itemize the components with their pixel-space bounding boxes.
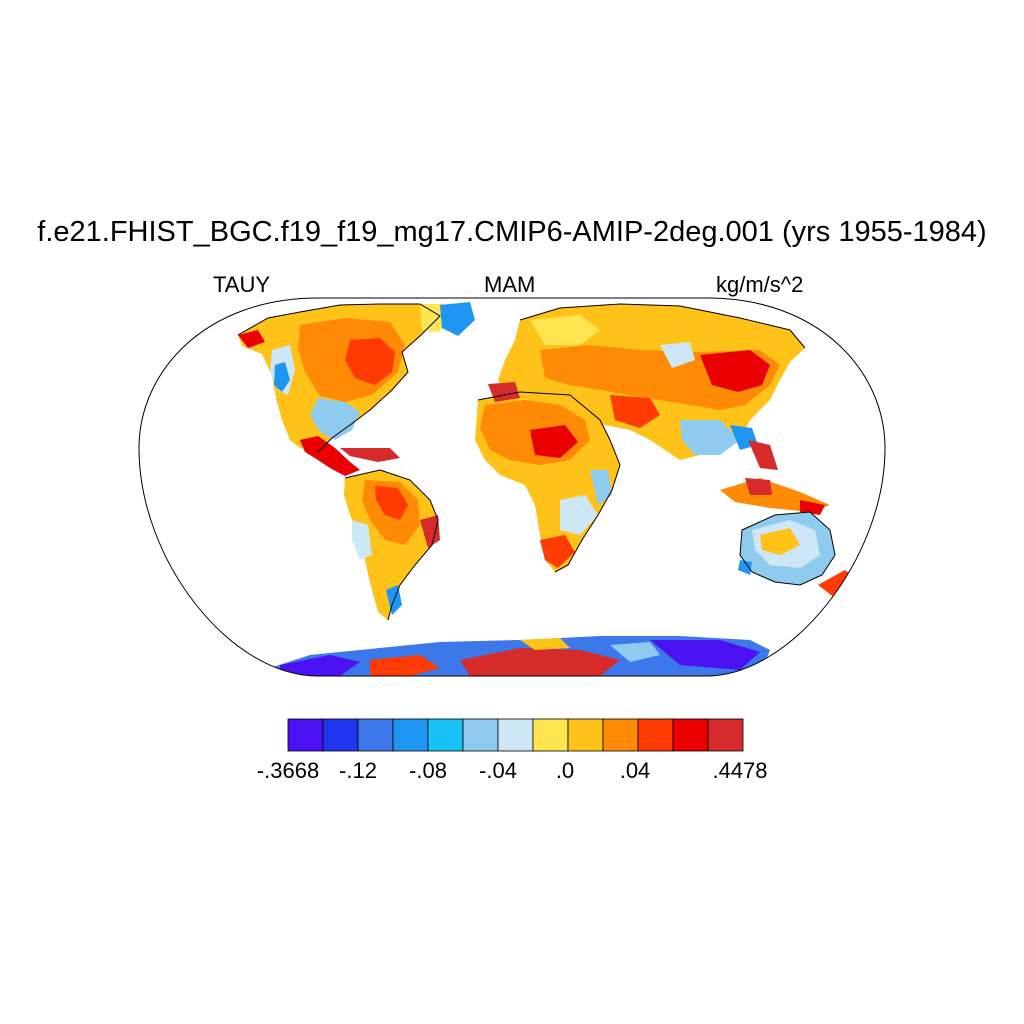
variable-label: TAUY — [213, 272, 271, 297]
units-label: kg/m/s^2 — [716, 272, 804, 297]
north-america — [238, 302, 475, 452]
plot-title: f.e21.FHIST_BGC.f19_f19_mg17.CMIP6-AMIP-… — [37, 216, 987, 248]
colorbar-swatch — [707, 718, 744, 752]
colorbar-swatch — [462, 718, 499, 752]
colorbar-swatch — [672, 718, 709, 752]
colorbar-swatch — [637, 718, 674, 752]
colorbar-swatch — [427, 718, 464, 752]
south-america — [344, 470, 440, 620]
africa — [475, 382, 620, 572]
colorbar-swatch — [497, 718, 534, 752]
colorbar-swatch — [532, 718, 569, 752]
australia — [738, 512, 858, 598]
colorbar-swatch — [602, 718, 639, 752]
colorbar-swatch — [357, 718, 394, 752]
colorbar-tick-label: .4478 — [712, 758, 768, 783]
colorbar-swatch — [567, 718, 604, 752]
colorbar-tick-label: -.12 — [339, 758, 377, 783]
colorbar-tick-label: -.04 — [479, 758, 517, 783]
maritime-asia — [720, 478, 830, 515]
colorbar-swatch — [287, 718, 324, 752]
colorbar-tick-label: .0 — [555, 758, 575, 783]
coastlines — [237, 303, 836, 621]
colorbar-tick-label: .04 — [619, 758, 651, 783]
colorbar-tick-label: -.08 — [409, 758, 447, 783]
colorbar-tick-label: -.3668 — [256, 758, 320, 783]
central-america — [300, 436, 400, 476]
map-border — [138, 297, 886, 677]
season-label: MAM — [484, 272, 536, 297]
europe-asia — [498, 304, 805, 470]
antarctica — [260, 636, 770, 676]
colorbar-swatch — [322, 718, 359, 752]
colorbar-swatch — [392, 718, 429, 752]
